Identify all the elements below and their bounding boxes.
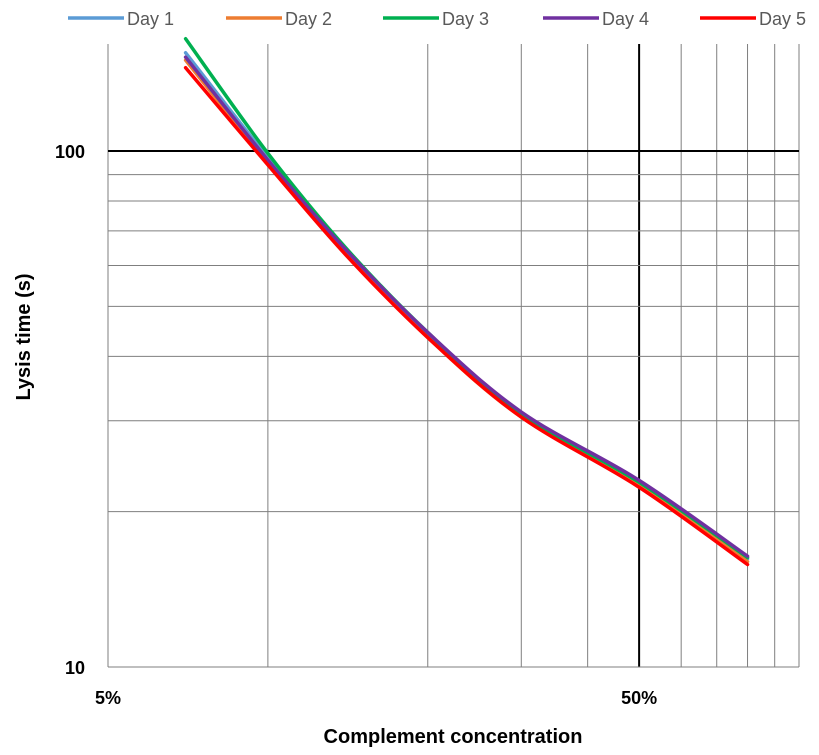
series-line-day-2 [183,58,750,564]
legend-label: Day 4 [602,9,649,29]
x-tick-label: 50% [621,688,657,708]
y-axis-title: Lysis time (s) [13,273,35,400]
y-tick-label: 100 [55,142,85,162]
series-lines [183,37,750,567]
legend-label: Day 5 [759,9,806,29]
legend-label: Day 3 [442,9,489,29]
legend-label: Day 2 [285,9,332,29]
series-line-day-4 [183,55,750,558]
series-line-day-3 [183,37,750,560]
tick-labels: 10 100 5% 50% [55,142,657,708]
x-axis-title: Complement concentration [324,726,583,748]
legend-label: Day 1 [127,9,174,29]
x-tick-label: 5% [95,688,121,708]
y-tick-label: 10 [65,658,85,678]
series-line-day-5 [183,65,750,567]
legend: Day 1 Day 2 Day 3 Day 4 Day 5 [68,9,806,29]
